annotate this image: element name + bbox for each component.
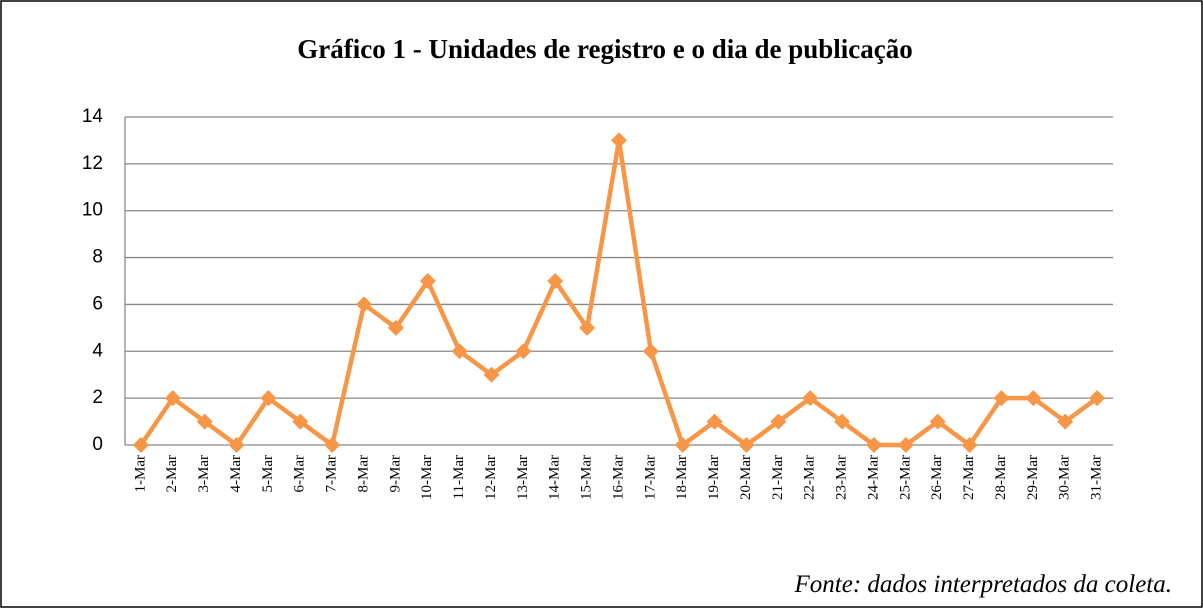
marker bbox=[579, 319, 596, 336]
y-tick-label: 8 bbox=[92, 247, 103, 268]
x-tick-label: 22-Mar bbox=[802, 455, 818, 500]
x-tick-label: 20-Mar bbox=[738, 455, 754, 500]
x-tick-label: 23-Mar bbox=[834, 455, 850, 500]
x-tick-label: 25-Mar bbox=[897, 455, 913, 500]
marker bbox=[929, 413, 946, 430]
marker bbox=[961, 437, 978, 453]
marker bbox=[642, 343, 659, 360]
marker bbox=[802, 390, 819, 407]
x-tick-label: 29-Mar bbox=[1025, 455, 1041, 500]
x-tick-label: 17-Mar bbox=[642, 455, 658, 500]
marker bbox=[132, 437, 149, 453]
marker bbox=[547, 273, 564, 289]
marker bbox=[515, 343, 532, 360]
y-tick-label: 2 bbox=[92, 387, 103, 408]
marker bbox=[706, 413, 723, 430]
x-tick-label: 18-Mar bbox=[674, 455, 690, 500]
marker bbox=[738, 437, 755, 453]
x-tick-label: 12-Mar bbox=[483, 455, 499, 500]
x-tick-label: 26-Mar bbox=[929, 455, 945, 500]
chart-title: Gráfico 1 - Unidades de registro e o dia… bbox=[297, 34, 913, 64]
x-tick-label: 30-Mar bbox=[1057, 455, 1073, 500]
marker bbox=[324, 437, 341, 453]
x-tick-label: 16-Mar bbox=[610, 455, 626, 500]
marker bbox=[993, 390, 1010, 407]
marker bbox=[292, 413, 309, 430]
x-tick-label: 15-Mar bbox=[579, 455, 595, 500]
marker bbox=[196, 413, 213, 430]
marker bbox=[356, 296, 373, 313]
marker bbox=[674, 437, 691, 453]
y-tick-label: 14 bbox=[82, 106, 104, 127]
marker bbox=[1057, 413, 1074, 430]
x-tick-label: 24-Mar bbox=[865, 455, 881, 500]
x-tick-label: 27-Mar bbox=[961, 455, 977, 500]
marker bbox=[770, 413, 787, 430]
x-tick-label: 9-Mar bbox=[387, 455, 403, 493]
x-tick-label: 13-Mar bbox=[515, 455, 531, 500]
marker bbox=[260, 390, 277, 407]
y-tick-label: 0 bbox=[92, 434, 103, 455]
x-tick-label: 8-Mar bbox=[355, 455, 371, 493]
x-tick-label: 19-Mar bbox=[706, 455, 722, 500]
marker bbox=[451, 343, 468, 360]
y-tick-label: 10 bbox=[82, 200, 103, 221]
x-tick-label: 28-Mar bbox=[993, 455, 1009, 500]
y-tick-label: 4 bbox=[92, 340, 103, 361]
x-tick-label: 1-Mar bbox=[132, 455, 148, 493]
marker bbox=[611, 132, 627, 149]
x-tick-label: 7-Mar bbox=[324, 455, 340, 493]
x-tick-label: 5-Mar bbox=[260, 455, 276, 493]
x-tick-label: 14-Mar bbox=[547, 455, 563, 500]
y-tick-label: 6 bbox=[92, 293, 103, 314]
x-tick-label: 6-Mar bbox=[292, 455, 308, 493]
x-tick-label: 4-Mar bbox=[228, 455, 244, 493]
x-tick-label: 2-Mar bbox=[164, 455, 180, 493]
marker bbox=[228, 437, 245, 453]
marker bbox=[1025, 390, 1042, 407]
marker bbox=[483, 366, 500, 383]
x-tick-label: 3-Mar bbox=[196, 455, 212, 493]
marker bbox=[897, 437, 914, 453]
marker bbox=[865, 437, 882, 453]
y-tick-label: 12 bbox=[82, 153, 103, 174]
marker bbox=[1089, 390, 1106, 407]
source-note: Fonte: dados interpretados da coleta. bbox=[794, 571, 1173, 598]
x-tick-label: 31-Mar bbox=[1089, 455, 1105, 500]
x-tick-label: 10-Mar bbox=[419, 455, 435, 500]
marker bbox=[834, 413, 851, 430]
marker bbox=[419, 273, 436, 289]
x-tick-label: 21-Mar bbox=[770, 455, 786, 500]
marker bbox=[387, 319, 404, 336]
marker bbox=[164, 390, 181, 407]
x-tick-label: 11-Mar bbox=[451, 455, 467, 499]
